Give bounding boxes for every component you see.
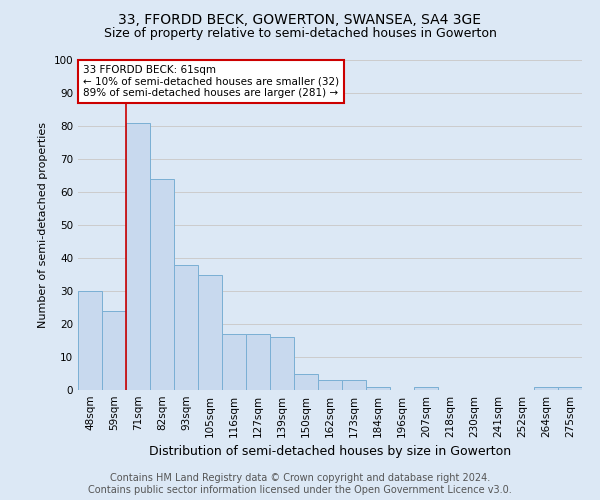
- Bar: [102, 311, 126, 390]
- Text: 33 FFORDD BECK: 61sqm
← 10% of semi-detached houses are smaller (32)
89% of semi: 33 FFORDD BECK: 61sqm ← 10% of semi-deta…: [83, 65, 339, 98]
- Y-axis label: Number of semi-detached properties: Number of semi-detached properties: [38, 122, 48, 328]
- Bar: [222, 334, 246, 390]
- Bar: [342, 380, 366, 390]
- Text: Size of property relative to semi-detached houses in Gowerton: Size of property relative to semi-detach…: [104, 28, 496, 40]
- Bar: [198, 274, 222, 390]
- Text: 33, FFORDD BECK, GOWERTON, SWANSEA, SA4 3GE: 33, FFORDD BECK, GOWERTON, SWANSEA, SA4 …: [119, 12, 482, 26]
- Bar: [414, 386, 438, 390]
- Bar: [270, 337, 294, 390]
- Bar: [366, 386, 390, 390]
- Bar: [78, 291, 102, 390]
- Text: Contains HM Land Registry data © Crown copyright and database right 2024.
Contai: Contains HM Land Registry data © Crown c…: [88, 474, 512, 495]
- Bar: [534, 386, 558, 390]
- Bar: [174, 264, 198, 390]
- Bar: [126, 122, 150, 390]
- X-axis label: Distribution of semi-detached houses by size in Gowerton: Distribution of semi-detached houses by …: [149, 446, 511, 458]
- Bar: [558, 386, 582, 390]
- Bar: [246, 334, 270, 390]
- Bar: [294, 374, 318, 390]
- Bar: [318, 380, 342, 390]
- Bar: [150, 179, 174, 390]
